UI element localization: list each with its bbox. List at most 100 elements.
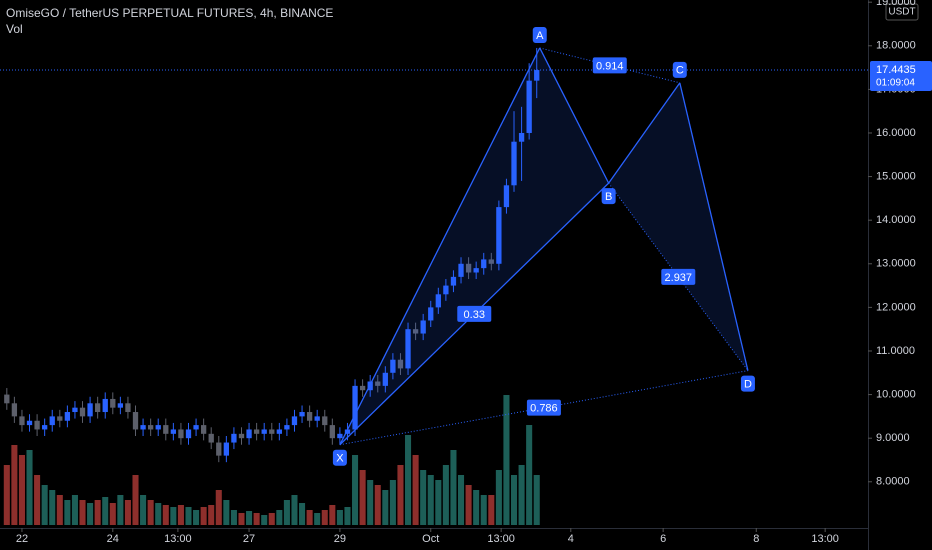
volume-bar: [109, 503, 116, 525]
volume-bar: [11, 445, 18, 525]
candle-body: [42, 425, 48, 430]
volume-bar: [56, 495, 63, 525]
candle-body: [26, 420, 33, 426]
ratio-badge: [526, 399, 561, 416]
candle-body: [534, 70, 540, 81]
volume-bar: [427, 475, 434, 525]
y-tick-label: 12.0000: [876, 301, 916, 313]
volume-bar: [155, 503, 162, 525]
candle-body: [125, 403, 131, 413]
candle-body: [64, 412, 71, 421]
volume-bar: [405, 435, 412, 525]
x-tick-label: 22: [16, 533, 28, 545]
x-tick-label: 4: [568, 533, 574, 545]
volume-bar: [102, 497, 109, 525]
volume-bar: [352, 455, 359, 525]
candle-body: [314, 416, 320, 421]
x-tick-label: Oct: [422, 533, 439, 545]
volume-bar: [314, 513, 321, 525]
volume-bar: [336, 510, 343, 525]
candle-body: [193, 425, 199, 430]
candle-body: [208, 433, 214, 443]
current-price-label: 17.4435: [876, 64, 916, 76]
y-tick-label: 19.0000: [876, 0, 916, 8]
candle-body: [57, 416, 63, 421]
candle-body: [246, 429, 252, 439]
volume-bar: [299, 503, 306, 525]
candle-body: [79, 407, 86, 417]
volume-bar: [510, 475, 518, 525]
candle-body: [284, 425, 290, 430]
volume-bar: [495, 470, 502, 525]
volume-bar: [480, 495, 487, 525]
x-tick-label: 13:00: [487, 533, 515, 545]
pattern-leg: [679, 82, 749, 371]
volume-bar: [306, 510, 313, 525]
volume-bar: [450, 450, 457, 525]
volume-bar: [276, 510, 283, 525]
volume-bar: [87, 503, 94, 525]
candle-body: [488, 259, 494, 264]
volume-bar: [382, 490, 389, 525]
volume-bar: [140, 495, 147, 525]
volume-bar: [261, 515, 268, 525]
candle-body: [511, 141, 517, 186]
candle-body: [117, 403, 124, 408]
plot: [3, 47, 749, 525]
y-tick-label: 18.0000: [876, 40, 916, 52]
point-label: B: [605, 191, 612, 203]
volume-bar: [177, 505, 184, 525]
x-tick-label: 13:00: [164, 533, 192, 545]
pattern-leg: [608, 82, 681, 184]
volume-label: Vol: [6, 22, 23, 36]
volume-bar: [283, 500, 290, 525]
candle-body: [95, 403, 101, 413]
pattern-area: [339, 47, 609, 445]
y-tick-label: 14.0000: [876, 214, 916, 226]
candle-body: [276, 429, 282, 434]
volume-bar: [208, 505, 215, 525]
point-badge: [601, 188, 616, 205]
ratio-label: 0.33: [464, 309, 485, 321]
volume-bar: [71, 495, 78, 525]
volume-bar: [442, 465, 449, 525]
volume-bar: [473, 490, 480, 525]
pattern-leg: [539, 47, 610, 184]
volume-bar: [79, 500, 86, 525]
candle-body: [102, 398, 108, 413]
ratio-badge: [592, 57, 627, 74]
ratio-label: 2.937: [665, 272, 693, 284]
candle-body: [11, 403, 18, 417]
candle-body: [140, 425, 146, 430]
candle-body: [412, 329, 419, 334]
volume-bar: [3, 465, 10, 525]
candle-body: [231, 433, 237, 443]
currency-badge[interactable]: [885, 3, 919, 21]
candle-body: [87, 403, 93, 417]
candle-body: [375, 381, 381, 386]
volume-bar: [457, 475, 465, 525]
volume-bar: [34, 475, 41, 525]
volume-bar: [397, 465, 404, 525]
y-tick-label: 11.0000: [876, 345, 915, 357]
candle-body: [503, 185, 510, 208]
candle-body: [49, 416, 55, 426]
candle-body: [435, 294, 441, 308]
point-badge: [740, 375, 755, 392]
ratio-label: 0.914: [596, 60, 624, 72]
x-tick-label: 27: [243, 533, 255, 545]
ratio-label: 0.786: [530, 403, 558, 415]
candle-body: [185, 429, 192, 439]
ratio-badge: [457, 305, 492, 322]
current-price-badge: [870, 61, 932, 92]
candle-body: [337, 433, 343, 439]
volume-bar: [200, 507, 207, 525]
candle-body: [110, 398, 116, 408]
y-tick-label: 13.0000: [876, 258, 916, 270]
candle-body: [216, 442, 222, 456]
candle-body: [397, 359, 404, 369]
volume-bar: [321, 510, 328, 525]
x-tick-label: 13:00: [811, 533, 839, 545]
point-label: C: [676, 65, 684, 77]
volume-bar: [253, 513, 260, 525]
